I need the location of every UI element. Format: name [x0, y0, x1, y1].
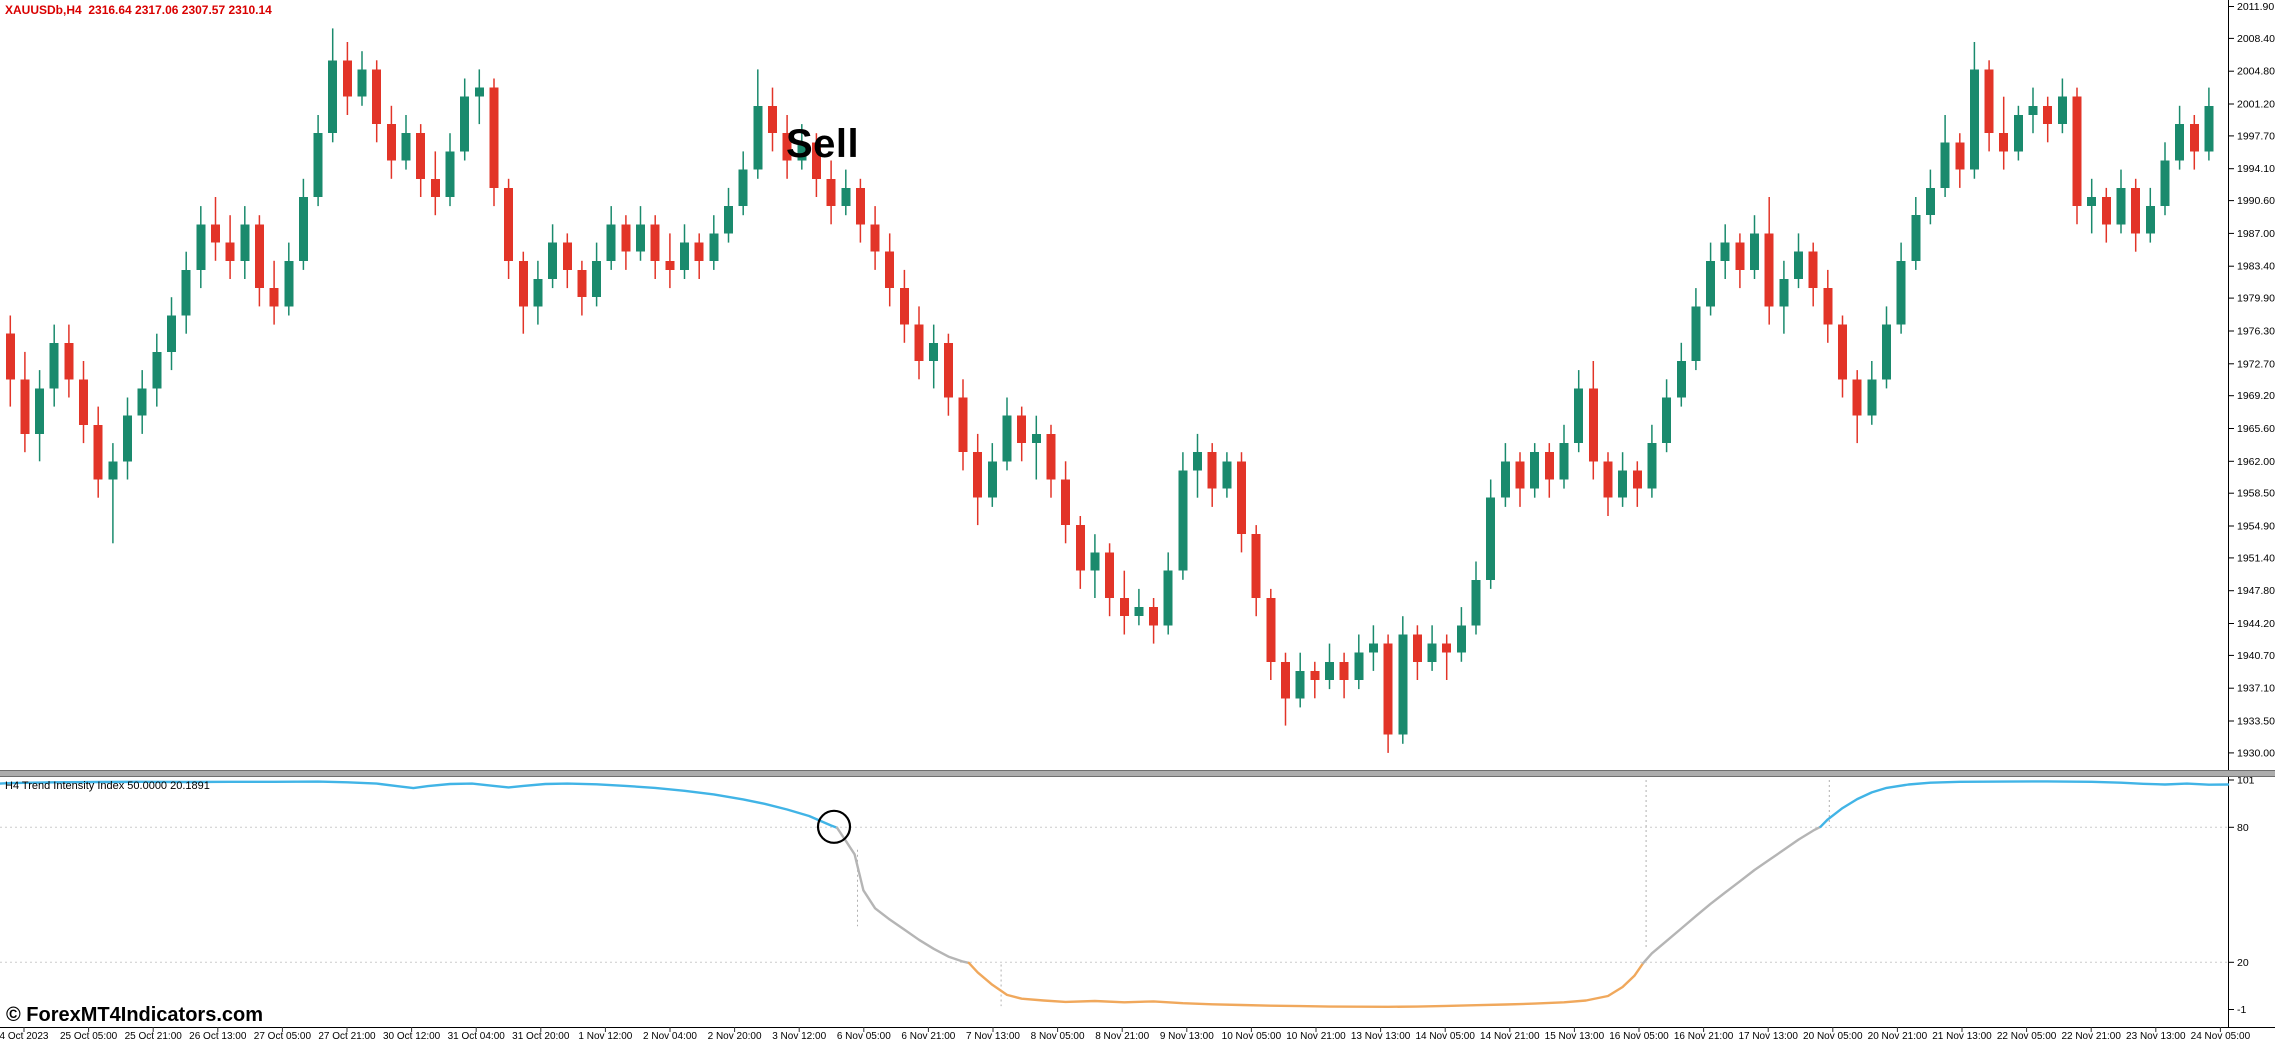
tii-high-late [1819, 780, 2230, 828]
svg-text:1944.20: 1944.20 [2237, 618, 2275, 630]
svg-text:7 Nov 13:00: 7 Nov 13:00 [966, 1031, 1020, 1042]
svg-text:1958.50: 1958.50 [2237, 488, 2275, 500]
chart-title: XAUUSDb,H4 2316.64 2317.06 2307.57 2310.… [5, 3, 272, 17]
svg-text:20 Nov 21:00: 20 Nov 21:00 [1868, 1031, 1928, 1042]
tii-level-lines [0, 826, 2228, 963]
svg-text:1983.40: 1983.40 [2237, 261, 2275, 273]
svg-text:14 Nov 05:00: 14 Nov 05:00 [1415, 1031, 1475, 1042]
svg-text:14 Nov 21:00: 14 Nov 21:00 [1480, 1031, 1540, 1042]
subwindow-divider[interactable] [0, 770, 2275, 777]
time-axis[interactable]: 4 Oct 2023 25 Oct 05:00 25 Oct 21:00 26 Oct… [0, 1027, 2251, 1042]
svg-text:16 Nov 05:00: 16 Nov 05:00 [1609, 1031, 1669, 1042]
svg-text:21 Nov 13:00: 21 Nov 13:00 [1932, 1031, 1992, 1042]
svg-text:17 Nov 13:00: 17 Nov 13:00 [1738, 1031, 1798, 1042]
svg-text:1954.90: 1954.90 [2237, 521, 2275, 533]
svg-text:1976.30: 1976.30 [2237, 326, 2275, 338]
svg-text:20 Nov 05:00: 20 Nov 05:00 [1803, 1031, 1863, 1042]
tii-high-early [0, 780, 839, 829]
svg-text:24 Nov 05:00: 24 Nov 05:00 [2191, 1031, 2251, 1042]
svg-text:25 Oct 05:00: 25 Oct 05:00 [60, 1031, 118, 1042]
svg-text:1947.80: 1947.80 [2237, 585, 2275, 597]
sell-annotation: Sell [786, 122, 860, 166]
tii-low [967, 961, 1645, 1008]
svg-text:15 Nov 13:00: 15 Nov 13:00 [1545, 1031, 1605, 1042]
svg-text:9 Nov 13:00: 9 Nov 13:00 [1160, 1031, 1214, 1042]
svg-text:1930.00: 1930.00 [2237, 747, 2275, 759]
svg-text:1969.20: 1969.20 [2237, 390, 2275, 402]
svg-text:20: 20 [2237, 957, 2249, 969]
svg-text:6 Nov 21:00: 6 Nov 21:00 [901, 1031, 955, 1042]
svg-text:1933.50: 1933.50 [2237, 716, 2275, 728]
svg-text:16 Nov 21:00: 16 Nov 21:00 [1674, 1031, 1734, 1042]
svg-text:80: 80 [2237, 822, 2249, 834]
svg-text:2 Nov 04:00: 2 Nov 04:00 [643, 1031, 697, 1042]
price-axis[interactable]: 2011.90 2008.40 2004.80 2001.20 1997.70 1994.… [2228, 1, 2275, 759]
svg-text:1962.00: 1962.00 [2237, 456, 2275, 468]
svg-text:1937.10: 1937.10 [2237, 683, 2275, 695]
svg-text:3 Nov 12:00: 3 Nov 12:00 [772, 1031, 826, 1042]
svg-text:4 Oct 2023: 4 Oct 2023 [0, 1031, 49, 1042]
svg-text:22 Nov 21:00: 22 Nov 21:00 [2061, 1031, 2121, 1042]
svg-text:2008.40: 2008.40 [2237, 33, 2275, 45]
svg-text:1990.60: 1990.60 [2237, 195, 2275, 207]
svg-text:-1: -1 [2237, 1004, 2246, 1016]
svg-text:8 Nov 05:00: 8 Nov 05:00 [1031, 1031, 1085, 1042]
svg-text:2001.20: 2001.20 [2237, 99, 2275, 111]
svg-text:31 Oct 20:00: 31 Oct 20:00 [512, 1031, 570, 1042]
svg-text:13 Nov 13:00: 13 Nov 13:00 [1351, 1031, 1411, 1042]
svg-text:2004.80: 2004.80 [2237, 66, 2275, 78]
svg-text:1994.10: 1994.10 [2237, 163, 2275, 175]
indicator-title: H4 Trend Intensity Index 50.0000 20.1891 [5, 780, 210, 792]
svg-text:22 Nov 05:00: 22 Nov 05:00 [1997, 1031, 2057, 1042]
svg-text:31 Oct 04:00: 31 Oct 04:00 [448, 1031, 506, 1042]
svg-text:1979.90: 1979.90 [2237, 293, 2275, 305]
candlestick-series [5, 28, 2214, 753]
tii-mid-falling [835, 826, 971, 965]
svg-text:1940.70: 1940.70 [2237, 650, 2275, 662]
svg-text:27 Oct 21:00: 27 Oct 21:00 [318, 1031, 376, 1042]
svg-text:1965.60: 1965.60 [2237, 423, 2275, 435]
svg-text:6 Nov 05:00: 6 Nov 05:00 [837, 1031, 891, 1042]
tii-jump-lines [857, 780, 1830, 1007]
watermark: © ForexMT4Indicators.com [6, 1004, 264, 1026]
svg-text:2 Nov 20:00: 2 Nov 20:00 [708, 1031, 762, 1042]
svg-text:1997.70: 1997.70 [2237, 130, 2275, 142]
svg-text:27 Oct 05:00: 27 Oct 05:00 [254, 1031, 312, 1042]
svg-text:1951.40: 1951.40 [2237, 552, 2275, 564]
svg-text:101: 101 [2237, 775, 2255, 787]
svg-text:8 Nov 21:00: 8 Nov 21:00 [1095, 1031, 1149, 1042]
sell-signal-circle [816, 809, 852, 844]
svg-text:30 Oct 12:00: 30 Oct 12:00 [383, 1031, 441, 1042]
svg-text:23 Nov 13:00: 23 Nov 13:00 [2126, 1031, 2186, 1042]
tii-mid-rising [1641, 825, 1822, 965]
svg-text:2011.90: 2011.90 [2237, 1, 2274, 13]
svg-text:25 Oct 21:00: 25 Oct 21:00 [125, 1031, 183, 1042]
indicator-axis[interactable]: 101 80 20 -1 [2228, 775, 2255, 1017]
svg-text:1987.00: 1987.00 [2237, 228, 2275, 240]
svg-text:10 Nov 21:00: 10 Nov 21:00 [1286, 1031, 1346, 1042]
svg-text:1972.70: 1972.70 [2237, 358, 2275, 370]
svg-text:10 Nov 05:00: 10 Nov 05:00 [1222, 1031, 1282, 1042]
svg-text:26 Oct 13:00: 26 Oct 13:00 [189, 1031, 247, 1042]
svg-text:1 Nov 12:00: 1 Nov 12:00 [578, 1031, 632, 1042]
